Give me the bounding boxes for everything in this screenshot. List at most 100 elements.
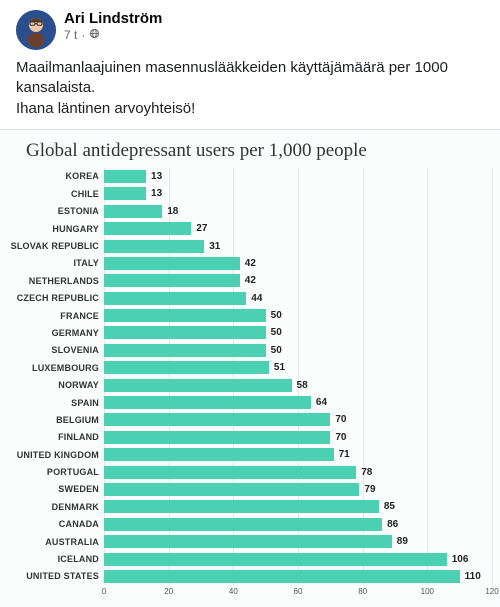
bar-row: 42 — [104, 272, 492, 289]
bar-row: 42 — [104, 255, 492, 272]
bar-row: 31 — [104, 237, 492, 254]
bar-value: 50 — [271, 345, 282, 356]
y-label: BELGIUM — [8, 411, 104, 428]
bar — [104, 500, 379, 513]
y-label: KOREA — [8, 168, 104, 185]
bar — [104, 483, 359, 496]
bar — [104, 379, 292, 392]
gridline — [492, 168, 493, 585]
bar-value: 51 — [274, 362, 285, 373]
bar-chart: KOREACHILEESTONIAHUNGARYSLOVAK REPUBLICI… — [8, 168, 492, 585]
bar — [104, 187, 146, 200]
bar-value: 50 — [271, 310, 282, 321]
y-label: NORWAY — [8, 376, 104, 393]
globe-icon[interactable] — [89, 28, 100, 42]
bar-row: 50 — [104, 342, 492, 359]
bar-value: 85 — [384, 501, 395, 512]
x-tick: 0 — [102, 587, 106, 596]
bar — [104, 518, 382, 531]
post-body: Maailmanlaajuinen masennuslääkkeiden käy… — [0, 54, 500, 129]
bar — [104, 257, 240, 270]
y-label: SLOVENIA — [8, 342, 104, 359]
bar — [104, 309, 266, 322]
bar-row: 58 — [104, 376, 492, 393]
bar — [104, 448, 334, 461]
bar-row: 50 — [104, 307, 492, 324]
y-label: GERMANY — [8, 324, 104, 341]
bar — [104, 344, 266, 357]
x-tick: 120 — [485, 587, 498, 596]
y-label: SPAIN — [8, 394, 104, 411]
bar — [104, 553, 447, 566]
bar-row: 89 — [104, 533, 492, 550]
bar — [104, 431, 330, 444]
meta-separator — [81, 28, 85, 42]
chart-container: Global antidepressant users per 1,000 pe… — [0, 129, 500, 607]
bar — [104, 292, 246, 305]
bar-row: 18 — [104, 203, 492, 220]
bar — [104, 361, 269, 374]
x-tick: 80 — [358, 587, 367, 596]
post-text-line2: Ihana läntinen arvoyhteisö! — [16, 99, 484, 119]
bar-row: 110 — [104, 568, 492, 585]
bar — [104, 466, 356, 479]
bar-value: 78 — [361, 467, 372, 478]
y-label: DENMARK — [8, 498, 104, 515]
y-label: ITALY — [8, 255, 104, 272]
bars: 13 13 18 2731 4242 44 50 50 50 51 58 64 70 70 71 78 79 85… — [104, 168, 492, 585]
post-text-line1: Maailmanlaajuinen masennuslääkkeiden käy… — [16, 58, 484, 99]
bar — [104, 170, 146, 183]
bar-row: 85 — [104, 498, 492, 515]
bar-row: 70 — [104, 429, 492, 446]
bar-value: 44 — [251, 293, 262, 304]
bar-row: 106 — [104, 550, 492, 567]
bar-value: 89 — [397, 536, 408, 547]
post-time[interactable]: 7 t — [64, 28, 77, 42]
x-axis-labels: 020406080100120 — [104, 587, 492, 601]
bar-row: 27 — [104, 220, 492, 237]
y-label: AUSTRALIA — [8, 533, 104, 550]
y-label: PORTUGAL — [8, 463, 104, 480]
bar-row: 13 — [104, 168, 492, 185]
y-axis-labels: KOREACHILEESTONIAHUNGARYSLOVAK REPUBLICI… — [8, 168, 104, 585]
y-label: HUNGARY — [8, 220, 104, 237]
post-header: Ari Lindström 7 t — [0, 0, 500, 54]
x-tick: 60 — [294, 587, 303, 596]
bar-value: 110 — [465, 571, 481, 582]
y-label: CANADA — [8, 516, 104, 533]
y-label: ESTONIA — [8, 203, 104, 220]
y-label: CHILE — [8, 185, 104, 202]
bar-row: 44 — [104, 289, 492, 306]
bar — [104, 326, 266, 339]
chart-title: Global antidepressant users per 1,000 pe… — [8, 140, 492, 168]
bar-value: 13 — [151, 188, 162, 199]
x-tick: 100 — [421, 587, 434, 596]
bar-value: 70 — [335, 414, 346, 425]
y-label: FINLAND — [8, 429, 104, 446]
bar-row: 78 — [104, 463, 492, 480]
bar-value: 50 — [271, 327, 282, 338]
y-label: UNITED KINGDOM — [8, 446, 104, 463]
bar-value: 86 — [387, 519, 398, 530]
bar-value: 64 — [316, 397, 327, 408]
y-label: UNITED STATES — [8, 568, 104, 585]
bar-value: 71 — [339, 449, 350, 460]
author-name[interactable]: Ari Lindström — [64, 10, 162, 27]
bar-value: 31 — [209, 241, 220, 252]
avatar-illustration — [16, 10, 56, 50]
bar — [104, 396, 311, 409]
bar-value: 27 — [196, 223, 207, 234]
bar — [104, 222, 191, 235]
x-tick: 20 — [164, 587, 173, 596]
y-label: LUXEMBOURG — [8, 359, 104, 376]
bar-value: 18 — [167, 206, 178, 217]
bar — [104, 240, 204, 253]
bar — [104, 205, 162, 218]
bar — [104, 413, 330, 426]
bar-row: 79 — [104, 481, 492, 498]
bar — [104, 535, 392, 548]
x-tick: 40 — [229, 587, 238, 596]
bar-value: 106 — [452, 554, 469, 565]
bar-row: 50 — [104, 324, 492, 341]
avatar[interactable] — [16, 10, 56, 50]
